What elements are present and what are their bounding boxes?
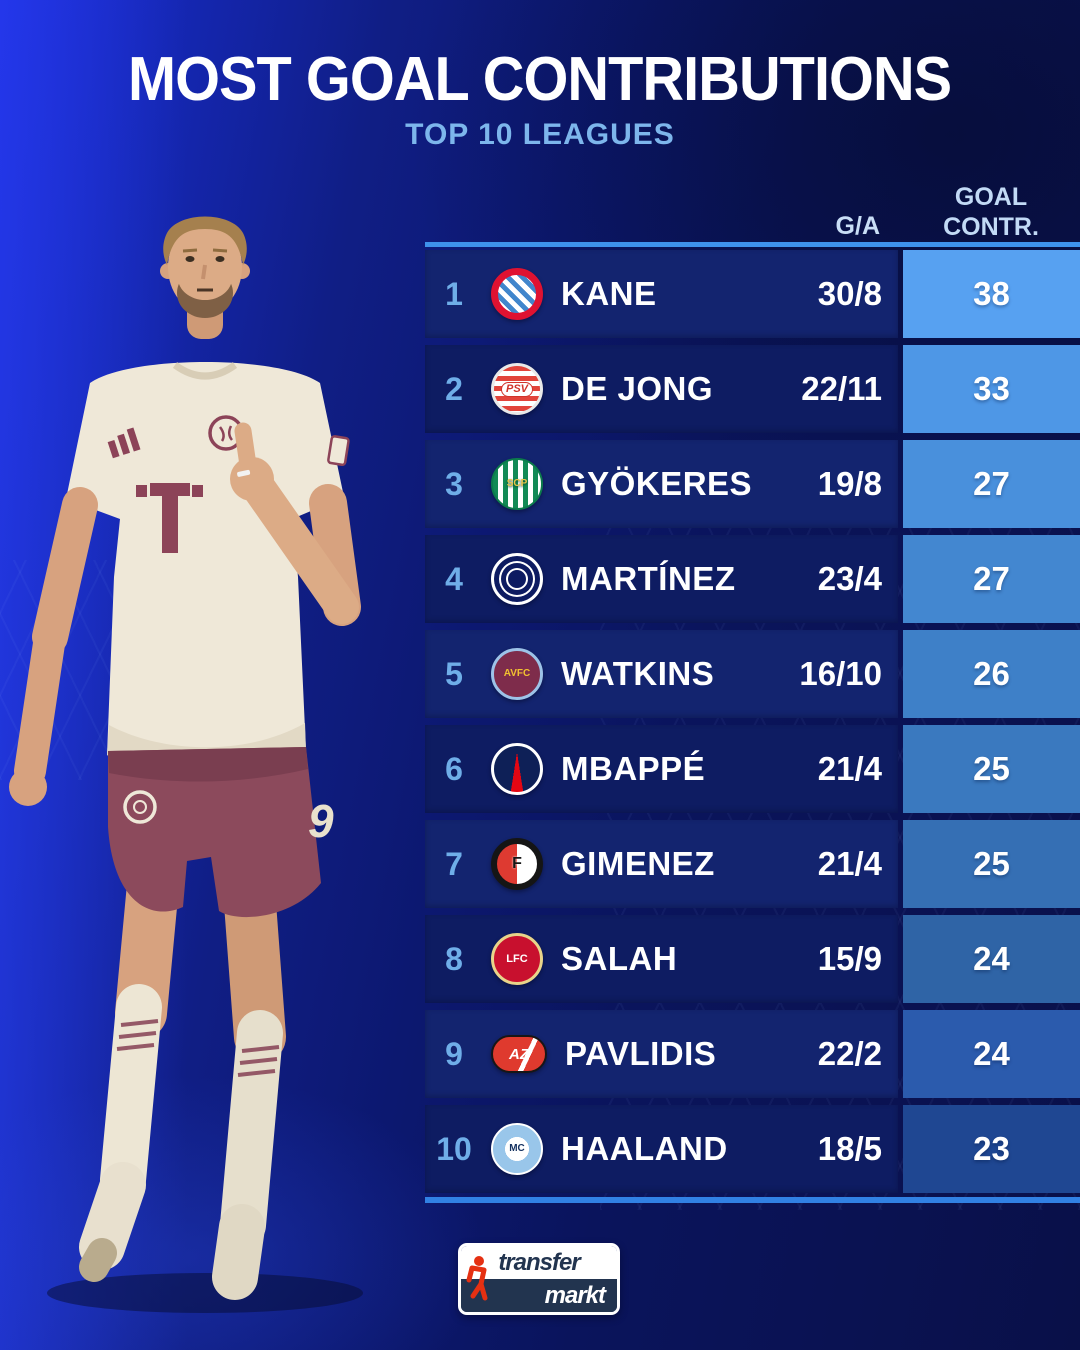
table-row: 5 AVFC WATKINS 16/10 26	[425, 630, 1080, 718]
rank-number: 10	[436, 1130, 472, 1167]
table-row: 8 LFC SALAH 15/9 24	[425, 915, 1080, 1003]
goal-contributions-value: 38	[973, 275, 1010, 312]
player-figure: 9	[9, 216, 361, 1300]
goals-assists-value: 23/4	[817, 560, 882, 597]
rank-number: 7	[445, 845, 463, 882]
goal-contributions-cell: 24	[903, 915, 1080, 1003]
goal-contributions-cell: 24	[903, 1010, 1080, 1098]
club-badge-sporting: SCP	[491, 458, 543, 510]
table-row: 2 PSV DE JONG 22/11 33	[425, 345, 1080, 433]
ranking-table: 1 KANE 30/8 38 2 PSV DE JONG 22/11 33 3 …	[425, 250, 1080, 1193]
club-badge-label: F	[512, 855, 522, 872]
player-name: MARTÍNEZ	[561, 560, 736, 597]
page-subtitle: TOP 10 LEAGUES	[405, 118, 675, 151]
player-name: DE JONG	[561, 370, 714, 407]
goal-contributions-cell: 38	[903, 250, 1080, 338]
player-name: PAVLIDIS	[565, 1035, 717, 1072]
player-name: GYÖKERES	[561, 465, 753, 502]
goal-contributions-value: 27	[973, 560, 1010, 597]
goal-contributions-cell: 27	[903, 535, 1080, 623]
table-bottom-divider	[425, 1197, 1080, 1203]
club-badge-psg	[491, 743, 543, 795]
table-row: 6 MBAPPÉ 21/4 25	[425, 725, 1080, 813]
jersey-number: 9	[308, 795, 334, 847]
player-name: KANE	[561, 275, 657, 312]
table-row: 7 F GIMENEZ 21/4 25	[425, 820, 1080, 908]
club-badge-bayern	[491, 268, 543, 320]
goals-assists-value: 18/5	[817, 1130, 882, 1167]
player-shadow	[47, 1273, 363, 1313]
rank-number: 4	[445, 560, 463, 597]
goal-contributions-cell: 33	[903, 345, 1080, 433]
goal-contributions-value: 27	[973, 465, 1010, 502]
goal-contributions-cell: 27	[903, 440, 1080, 528]
club-badge-label: MC	[509, 1143, 525, 1154]
goal-contributions-value: 24	[973, 1035, 1010, 1072]
rank-number: 5	[445, 655, 463, 692]
goals-assists-value: 22/2	[817, 1035, 882, 1072]
player-name: SALAH	[561, 940, 678, 977]
goal-contributions-cell: 25	[903, 725, 1080, 813]
player-name: GIMENEZ	[561, 845, 715, 882]
logo-word-transfer: transfer	[498, 1248, 580, 1276]
club-badge-label: PSV	[500, 381, 533, 397]
table-row: 4 MARTÍNEZ 23/4 27	[425, 535, 1080, 623]
transfermarkt-logo: transfer markt	[458, 1243, 620, 1315]
goal-contributions-value: 23	[973, 1130, 1010, 1167]
goals-assists-value: 21/4	[817, 750, 882, 787]
club-badge-label: SCP	[506, 478, 528, 489]
goals-assists-value: 21/4	[817, 845, 882, 882]
goal-contributions-cell: 25	[903, 820, 1080, 908]
club-badge-mancity: MC	[491, 1123, 543, 1175]
club-badge-feyenoord: F	[491, 838, 543, 890]
table-row: 10 MC HAALAND 18/5 23	[425, 1105, 1080, 1193]
column-header-goal-contr: GOAL CONTR.	[943, 183, 1039, 241]
goal-contributions-cell: 26	[903, 630, 1080, 718]
logo-player-icon	[466, 1256, 488, 1301]
club-badge-az: AZ	[491, 1035, 547, 1073]
player-name: MBAPPÉ	[561, 750, 706, 787]
rank-number: 6	[445, 750, 463, 787]
player-name: HAALAND	[561, 1130, 728, 1167]
goal-contributions-cell: 23	[903, 1105, 1080, 1193]
goals-assists-value: 19/8	[817, 465, 882, 502]
table-row: 9 AZ PAVLIDIS 22/2 24	[425, 1010, 1080, 1098]
club-badge-liverpool: LFC	[491, 933, 543, 985]
club-badge-label: LFC	[506, 952, 528, 965]
page-title: MOST GOAL CONTRIBUTIONS	[128, 45, 952, 114]
goals-assists-value: 16/10	[799, 655, 882, 692]
rank-number: 1	[445, 275, 463, 312]
table-top-divider	[425, 242, 1080, 247]
column-header-ga: G/A	[835, 212, 880, 240]
club-badge-label: AZ	[509, 1045, 529, 1063]
table-row: 1 KANE 30/8 38	[425, 250, 1080, 338]
goal-contributions-value: 24	[973, 940, 1010, 977]
club-badge-inter	[491, 553, 543, 605]
goals-assists-value: 15/9	[817, 940, 882, 977]
goal-contributions-value: 25	[973, 750, 1010, 787]
rank-number: 9	[445, 1035, 463, 1072]
player-photo: 9	[9, 216, 363, 1313]
club-badge-villa: AVFC	[491, 648, 543, 700]
club-badge-label: AVFC	[503, 668, 531, 679]
rank-number: 2	[445, 370, 463, 407]
table-row: 3 SCP GYÖKERES 19/8 27	[425, 440, 1080, 528]
logo-word-markt: markt	[544, 1281, 606, 1309]
goal-contributions-value: 33	[973, 370, 1010, 407]
club-badge-psv: PSV	[491, 363, 543, 415]
goal-contributions-value: 26	[973, 655, 1010, 692]
player-name: WATKINS	[561, 655, 715, 692]
rank-number: 8	[445, 940, 463, 977]
goals-assists-value: 22/11	[801, 370, 882, 407]
goal-contributions-value: 25	[973, 845, 1010, 882]
rank-number: 3	[445, 465, 463, 502]
goals-assists-value: 30/8	[817, 275, 882, 312]
